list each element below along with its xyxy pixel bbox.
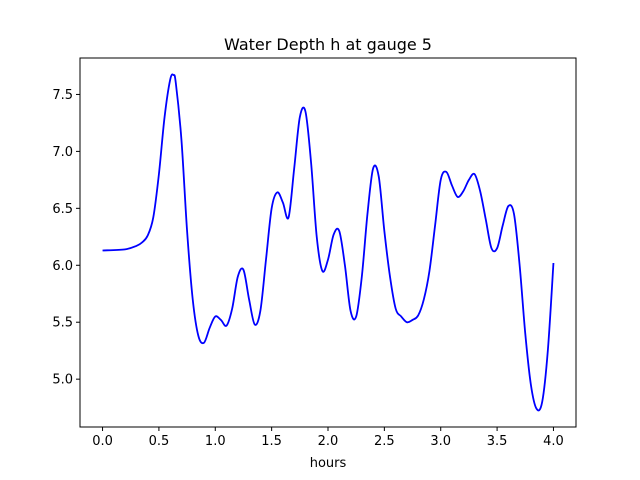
y-tick-label: 5.5 (52, 316, 73, 331)
y-tick-label: 7.0 (52, 145, 73, 160)
x-tick-label: 1.0 (205, 434, 226, 449)
y-tick-label: 6.5 (52, 202, 73, 217)
x-axis: 0.0 0.5 1.0 1.5 2.0 2.5 3.0 3.5 4.0 (92, 427, 564, 449)
y-tick-label: 5.0 (52, 373, 73, 388)
chart-title: Water Depth h at gauge 5 (224, 35, 432, 54)
x-axis-label: hours (310, 456, 347, 471)
y-axis: 5.0 5.5 6.0 6.5 7.0 7.5 (52, 88, 80, 388)
x-tick-label: 3.0 (430, 434, 451, 449)
x-tick-label: 2.0 (318, 434, 339, 449)
series-layer (102, 73, 555, 412)
x-tick-label: 1.5 (261, 434, 282, 449)
water-depth-line (102, 73, 555, 412)
x-tick-label: 4.0 (543, 434, 564, 449)
x-tick-label: 0.5 (149, 434, 170, 449)
x-tick-label: 0.0 (92, 434, 113, 449)
y-tick-label: 6.0 (52, 259, 73, 274)
x-tick-label: 3.5 (487, 434, 508, 449)
y-tick-label: 7.5 (52, 88, 73, 103)
x-tick-label: 2.5 (374, 434, 395, 449)
